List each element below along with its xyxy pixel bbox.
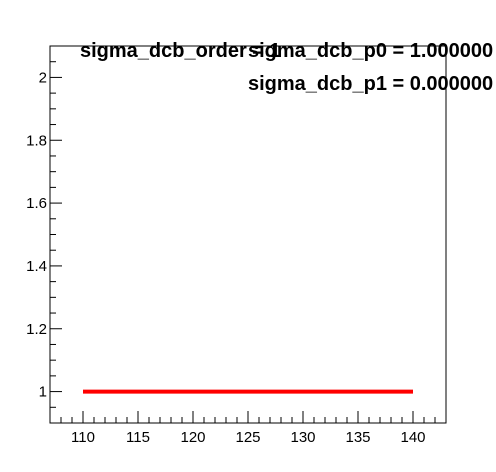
y-tick-label: 1.2	[26, 321, 47, 338]
plot-frame	[49, 45, 447, 424]
stat-sigma-dcb-p0: sigma_dcb_p0 = 1.000000	[248, 40, 493, 62]
stat-sigma-dcb-order: sigma_dcb_order = 1	[80, 40, 281, 62]
x-tick-label: 115	[126, 429, 150, 446]
x-axis: 110 115 120 125 130 135 140	[49, 411, 436, 446]
x-tick-label: 120	[180, 429, 205, 446]
y-tick-label: 1.8	[26, 132, 47, 149]
y-tick-label: 1.6	[26, 195, 47, 212]
y-tick-label: 1.4	[26, 258, 47, 275]
y-tick-label: 2	[39, 69, 47, 86]
x-tick-label: 125	[235, 429, 260, 446]
y-axis: 1 1.2 1.4 1.6 1.8 2	[26, 61, 62, 424]
x-tick-label: 135	[345, 429, 370, 446]
x-tick-label: 110	[71, 429, 95, 446]
y-tick-label: 1	[39, 384, 47, 401]
stat-sigma-dcb-p1: sigma_dcb_p1 = 0.000000	[248, 73, 493, 95]
x-tick-label: 130	[290, 429, 315, 446]
x-tick-label: 140	[400, 429, 425, 446]
